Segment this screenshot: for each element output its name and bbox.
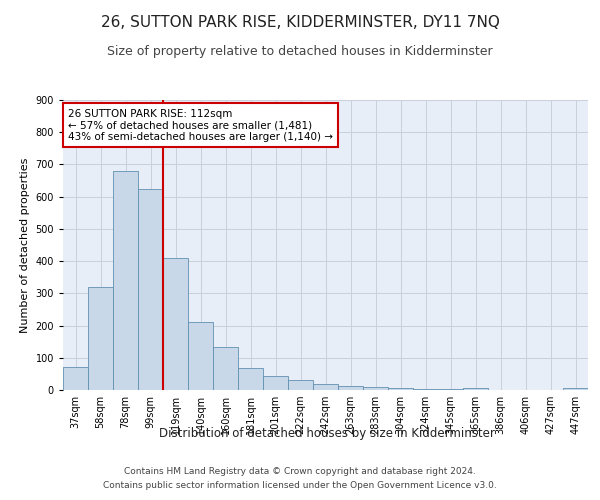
Bar [263, 376, 288, 390]
Text: Distribution of detached houses by size in Kidderminster: Distribution of detached houses by size … [159, 428, 495, 440]
Bar [563, 388, 588, 390]
Bar [288, 380, 313, 390]
Bar [313, 384, 338, 390]
Bar [413, 388, 438, 390]
Bar [363, 387, 388, 390]
Text: 26, SUTTON PARK RISE, KIDDERMINSTER, DY11 7NQ: 26, SUTTON PARK RISE, KIDDERMINSTER, DY1… [101, 15, 499, 30]
Text: Size of property relative to detached houses in Kidderminster: Size of property relative to detached ho… [107, 45, 493, 58]
Bar [188, 322, 213, 390]
Bar [63, 368, 88, 390]
Bar [138, 188, 163, 390]
Bar [238, 368, 263, 390]
Bar [113, 171, 138, 390]
Text: 26 SUTTON PARK RISE: 112sqm
← 57% of detached houses are smaller (1,481)
43% of : 26 SUTTON PARK RISE: 112sqm ← 57% of det… [68, 108, 333, 142]
Bar [163, 258, 188, 390]
Bar [438, 389, 463, 390]
Y-axis label: Number of detached properties: Number of detached properties [20, 158, 30, 332]
Bar [88, 287, 113, 390]
Bar [388, 388, 413, 390]
Text: Contains HM Land Registry data © Crown copyright and database right 2024.: Contains HM Land Registry data © Crown c… [124, 468, 476, 476]
Bar [338, 386, 363, 390]
Bar [463, 388, 488, 390]
Bar [213, 346, 238, 390]
Text: Contains public sector information licensed under the Open Government Licence v3: Contains public sector information licen… [103, 481, 497, 490]
